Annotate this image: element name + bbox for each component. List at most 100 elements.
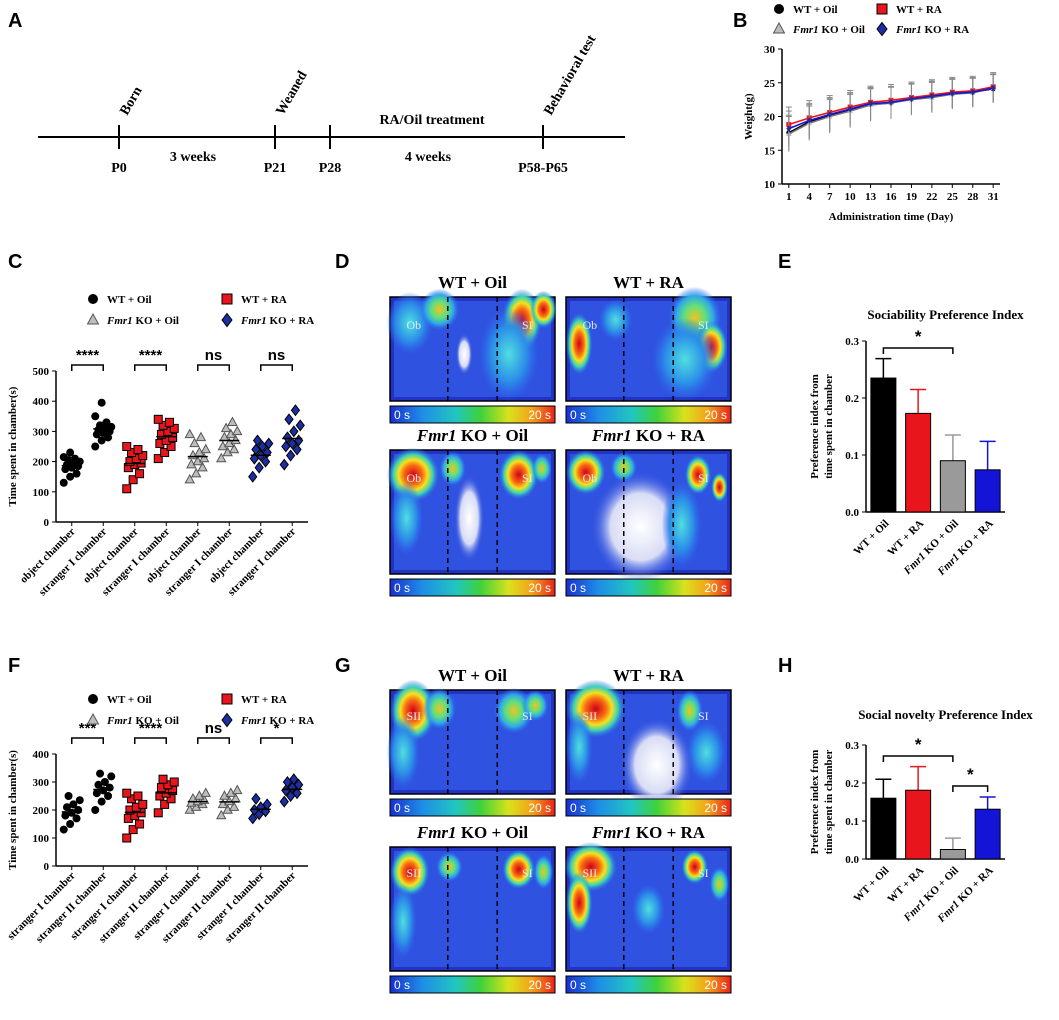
data-point — [97, 797, 106, 806]
heatmap-blob — [436, 851, 463, 882]
data-point — [160, 799, 170, 809]
heatmap-blob — [390, 481, 423, 556]
heatmap-blob — [661, 481, 702, 568]
legend-marker-1 — [221, 293, 233, 305]
y-tick-label: 200 — [33, 805, 50, 817]
legend-label-3-italic: Fmr1 — [240, 715, 267, 727]
y-axis-title-line1: Preference index from — [809, 374, 821, 478]
data-point — [94, 780, 103, 789]
colorbar-max: 20 s — [704, 801, 727, 815]
heatmap-blob — [456, 333, 473, 376]
panel-label-b: B — [733, 10, 747, 32]
chart-b-weight: 10 15 20 25 30 1 4 7 10 13 16 19 22 25 28 31 Administrat… — [743, 3, 1000, 223]
significance-label: **** — [139, 347, 163, 364]
colorbar-min: 0 s — [570, 581, 586, 595]
data-point — [228, 443, 240, 454]
significance-label: * — [915, 327, 922, 346]
colorbar-min: 0 s — [570, 801, 586, 815]
heatmap-blob — [454, 474, 485, 562]
data-point — [200, 787, 211, 797]
timeline-p28: P28 — [319, 161, 342, 176]
data-point — [91, 442, 100, 451]
heatmap-title-rest: KO + RA — [632, 426, 706, 445]
data-point — [59, 478, 68, 487]
x-tick-label: 16 — [886, 191, 898, 203]
data-point — [122, 484, 132, 494]
data-point — [59, 825, 68, 834]
data-point — [128, 475, 138, 485]
data-point — [166, 442, 176, 451]
data-point — [847, 105, 853, 113]
data-point — [184, 473, 195, 484]
data-point — [990, 84, 996, 92]
heatmap-blob — [419, 288, 460, 331]
data-point — [257, 440, 267, 453]
significance-label: * — [274, 720, 280, 737]
data-point — [248, 470, 258, 483]
legend-label-2: Fmr1 KO + Oil — [106, 715, 179, 727]
chamber-label-left: Ob — [407, 471, 422, 485]
data-point — [70, 454, 79, 463]
data-point — [158, 774, 168, 784]
legend-marker-3 — [221, 312, 233, 328]
y-tick-label: 15 — [764, 145, 776, 157]
x-tick-label: 31 — [988, 191, 999, 203]
chart-h-novelty-index: Social novelty Preference Index 0.0 0.1 0.2… — [809, 707, 1033, 926]
data-point — [786, 125, 792, 132]
data-point — [232, 425, 243, 436]
x-tick-label: WT + Oil — [851, 865, 891, 905]
colorbar-min: 0 s — [570, 408, 586, 422]
significance-bracket — [134, 364, 167, 371]
colorbar-min: 0 s — [394, 978, 410, 992]
heatmap-title: WT + RA — [613, 273, 684, 292]
data-point — [168, 432, 178, 442]
timeline-p21: P21 — [264, 161, 287, 176]
data-point — [281, 440, 291, 453]
legend-label-3-rest: KO + RA — [267, 315, 315, 327]
heatmap-blob — [439, 451, 466, 486]
x-tick-label: object chamber — [144, 526, 204, 586]
data-point — [888, 99, 894, 106]
colorbar — [389, 578, 556, 597]
data-point — [200, 443, 211, 454]
chamber-label-right: SI — [698, 866, 709, 880]
chamber-label-left: Ob — [583, 471, 598, 485]
significance-bracket — [260, 737, 293, 744]
significance-bracket — [71, 364, 104, 371]
y-tick-label: 0 — [44, 517, 50, 529]
bar-2 — [939, 849, 966, 860]
y-tick-label: 30 — [764, 44, 776, 56]
heatmap-blob — [632, 884, 665, 934]
y-tick-label: 0.3 — [845, 740, 859, 752]
x-tick-label-rest: KO + RA — [954, 518, 996, 560]
timeline-treatment: RA/Oil treatment — [379, 113, 484, 128]
data-point — [135, 819, 145, 829]
legend-label-2-rest: KO + Oil — [133, 315, 179, 327]
data-point — [282, 431, 293, 444]
panel-label-c: C — [8, 251, 22, 273]
heatmap-title: WT + Oil — [438, 273, 507, 292]
legend-label-3-rest: KO + RA — [922, 24, 970, 36]
significance-bracket — [197, 737, 230, 744]
y-tick-label: 20 — [764, 112, 776, 124]
data-point — [251, 792, 261, 805]
data-point — [230, 434, 241, 445]
heatmap-title: WT + RA — [613, 666, 684, 685]
y-axis-title: Time spent in chamber(s) — [7, 386, 19, 506]
data-point — [254, 461, 264, 474]
legend-marker-2 — [86, 312, 100, 325]
y-tick-label: 0.1 — [845, 816, 859, 828]
colorbar-max: 20 s — [528, 581, 551, 595]
data-point — [289, 773, 299, 786]
heatmaps-d: WT + Oil Ob SI 0 s 20 s WT + RA Ob SI 0 s 20 s Fmr… — [386, 273, 732, 597]
y-axis-title: Time spent in chamber(s) — [7, 750, 19, 870]
chamber-label-left: SII — [583, 866, 598, 880]
significance-label: * — [915, 735, 922, 754]
panel-label-h: H — [778, 655, 792, 677]
legend-marker-0 — [774, 4, 784, 14]
colorbar-max: 20 s — [528, 408, 551, 422]
data-point — [91, 806, 100, 814]
data-point — [99, 786, 108, 795]
chamber-label-left: SII — [407, 866, 422, 880]
